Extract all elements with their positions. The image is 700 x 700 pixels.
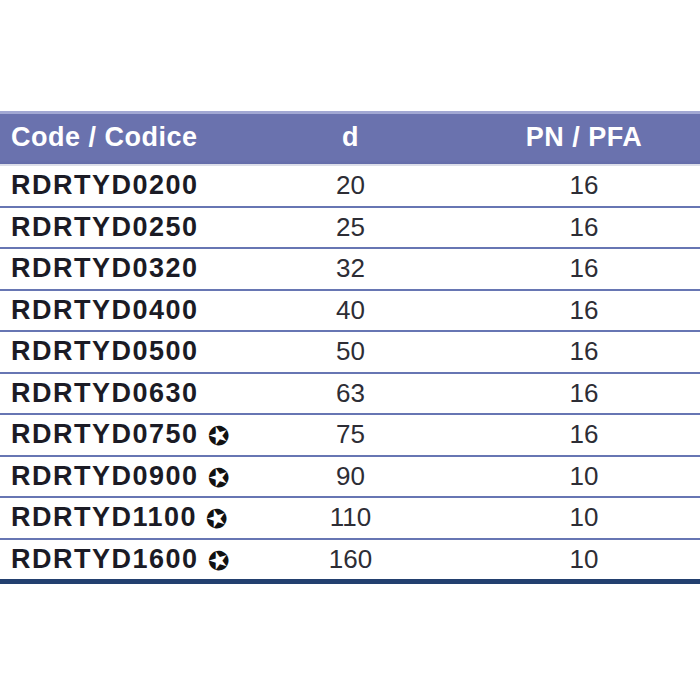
table-row: RDRTYD0750✪ 75 16 bbox=[0, 414, 700, 456]
pn-pfa-value: 16 bbox=[468, 331, 700, 373]
code-cell: RDRTYD0900✪ bbox=[0, 456, 233, 498]
d-value: 110 bbox=[233, 497, 468, 539]
circled-star-icon: ✪ bbox=[204, 462, 233, 493]
product-code: RDRTYD0630 bbox=[11, 378, 199, 408]
d-value: 63 bbox=[233, 373, 468, 415]
table-row: RDRTYD0900✪ 90 10 bbox=[0, 456, 700, 498]
table-row: RDRTYD0320 32 16 bbox=[0, 248, 700, 290]
product-spec-table: Code / Codice d PN / PFA RDRTYD0200 20 1… bbox=[0, 111, 700, 584]
product-code: RDRTYD0400 bbox=[11, 295, 199, 325]
pn-pfa-value: 10 bbox=[468, 497, 700, 539]
pn-pfa-value: 16 bbox=[468, 414, 700, 456]
d-value: 75 bbox=[233, 414, 468, 456]
code-cell: RDRTYD0200 bbox=[0, 165, 233, 207]
code-cell: RDRTYD0320 bbox=[0, 248, 233, 290]
code-cell: RDRTYD0400 bbox=[0, 290, 233, 332]
table-row: RDRTYD1100✪ 110 10 bbox=[0, 497, 700, 539]
code-cell: RDRTYD1100✪ bbox=[0, 497, 233, 539]
pn-pfa-value: 10 bbox=[468, 539, 700, 582]
pn-pfa-value: 16 bbox=[468, 373, 700, 415]
product-code: RDRTYD1100 bbox=[11, 502, 197, 532]
circled-star-icon: ✪ bbox=[204, 421, 233, 452]
product-code: RDRTYD0320 bbox=[11, 253, 199, 283]
d-value: 20 bbox=[233, 165, 468, 207]
table-row: RDRTYD0200 20 16 bbox=[0, 165, 700, 207]
product-code: RDRTYD0200 bbox=[11, 170, 199, 200]
product-code: RDRTYD0750 bbox=[11, 419, 199, 449]
table-row: RDRTYD0500 50 16 bbox=[0, 331, 700, 373]
code-cell: RDRTYD0250 bbox=[0, 207, 233, 249]
pn-pfa-value: 10 bbox=[468, 456, 700, 498]
pn-pfa-value: 16 bbox=[468, 248, 700, 290]
column-header-pn-pfa: PN / PFA bbox=[468, 111, 700, 165]
product-code: RDRTYD0500 bbox=[11, 336, 199, 366]
table-row: RDRTYD0630 63 16 bbox=[0, 373, 700, 415]
header-row: Code / Codice d PN / PFA bbox=[0, 111, 700, 165]
table-row: RDRTYD0250 25 16 bbox=[0, 207, 700, 249]
circled-star-icon: ✪ bbox=[204, 545, 233, 576]
column-header-d: d bbox=[233, 111, 468, 165]
code-cell: RDRTYD0750✪ bbox=[0, 414, 233, 456]
d-value: 90 bbox=[233, 456, 468, 498]
d-value: 50 bbox=[233, 331, 468, 373]
table-row: RDRTYD1600✪ 160 10 bbox=[0, 539, 700, 582]
table-header: Code / Codice d PN / PFA bbox=[0, 111, 700, 165]
product-code: RDRTYD0250 bbox=[11, 212, 199, 242]
pn-pfa-value: 16 bbox=[468, 207, 700, 249]
catalog-page: Code / Codice d PN / PFA RDRTYD0200 20 1… bbox=[0, 0, 700, 700]
product-code: RDRTYD1600 bbox=[11, 544, 199, 574]
d-value: 25 bbox=[233, 207, 468, 249]
product-code: RDRTYD0900 bbox=[11, 461, 199, 491]
code-cell: RDRTYD0500 bbox=[0, 331, 233, 373]
pn-pfa-value: 16 bbox=[468, 165, 700, 207]
column-header-code: Code / Codice bbox=[0, 111, 233, 165]
table-row: RDRTYD0400 40 16 bbox=[0, 290, 700, 332]
code-cell: RDRTYD0630 bbox=[0, 373, 233, 415]
table-body: RDRTYD0200 20 16 RDRTYD0250 25 16 RDRTYD… bbox=[0, 165, 700, 582]
d-value: 32 bbox=[233, 248, 468, 290]
d-value: 160 bbox=[233, 539, 468, 582]
circled-star-icon: ✪ bbox=[203, 504, 232, 535]
pn-pfa-value: 16 bbox=[468, 290, 700, 332]
code-cell: RDRTYD1600✪ bbox=[0, 539, 233, 582]
d-value: 40 bbox=[233, 290, 468, 332]
